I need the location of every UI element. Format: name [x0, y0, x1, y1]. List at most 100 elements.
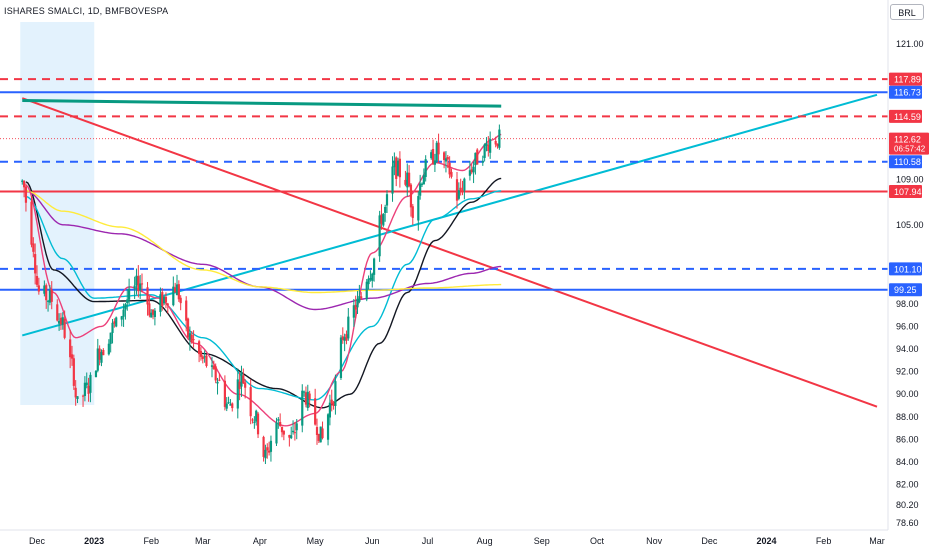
candle-body: [339, 337, 343, 378]
candle-body: [308, 393, 311, 400]
price-tick-label: 84.00: [896, 457, 919, 467]
level-price-text: 116.73: [894, 88, 921, 98]
candle-body: [236, 379, 239, 409]
candle-body: [496, 143, 499, 147]
candle-body: [255, 410, 258, 422]
price-tick-label: 109.00: [896, 175, 924, 185]
price-tick-label: 78.60: [896, 518, 919, 528]
level-price-text: 99.25: [894, 285, 917, 295]
candle-body: [210, 365, 214, 367]
candle-body: [23, 180, 26, 188]
candle-body: [83, 382, 86, 397]
candle-body: [290, 435, 293, 439]
level-price-tag: [889, 185, 922, 199]
candle-body: [279, 421, 282, 427]
price-tick-label: 94.00: [896, 344, 919, 354]
level-price-tag: [889, 283, 922, 297]
trend-line-descending[interactable]: [21, 97, 878, 408]
trend-line-ascending[interactable]: [21, 93, 878, 337]
candle-body: [365, 281, 368, 300]
candle-body: [430, 152, 433, 159]
candle-body: [269, 440, 273, 452]
currency-button[interactable]: BRL: [890, 4, 924, 20]
candle-body: [179, 297, 182, 304]
candle-body: [424, 159, 427, 177]
candle-body: [201, 356, 204, 359]
trend-line-flat[interactable]: [22, 98, 502, 108]
candle-body: [360, 296, 363, 299]
candle-body: [367, 278, 370, 285]
candle-body: [328, 402, 331, 418]
candle-body: [373, 258, 376, 275]
level-price-label: 99.25: [889, 283, 922, 297]
candle-body: [192, 339, 195, 341]
candle-body: [277, 419, 280, 421]
current-price-countdown: 06:57:42: [894, 145, 926, 154]
price-tick-label: 92.00: [896, 367, 919, 377]
candle-body: [391, 166, 394, 194]
time-axis[interactable]: Dec 2023 Feb Mar Apr May Jun Jul Aug Sep Oct Nov Dec…: [0, 529, 932, 550]
candle-body: [472, 166, 475, 173]
candle-body: [159, 294, 162, 312]
candle-body: [483, 144, 486, 158]
candle-body: [174, 287, 177, 293]
candle-body: [87, 385, 90, 394]
candle-body: [420, 183, 424, 185]
candle-body: [242, 375, 245, 384]
level-price-text: 107.94: [894, 187, 922, 197]
candle-body: [341, 336, 344, 340]
candle-body: [238, 381, 241, 389]
candle-body: [94, 370, 98, 378]
candle-body: [461, 190, 464, 192]
candle-body: [433, 160, 436, 165]
candle-body: [166, 303, 169, 305]
candle-body: [85, 382, 88, 386]
horizontal-levels-layer[interactable]: [0, 78, 888, 291]
price-tick-label: 86.00: [896, 434, 919, 444]
candle-body: [369, 277, 372, 280]
candle-body: [304, 392, 308, 405]
candle-body: [126, 299, 129, 304]
candle-body: [417, 196, 420, 221]
time-tick-label: May: [307, 536, 325, 546]
candle-body: [275, 422, 278, 444]
candle-body: [422, 175, 425, 185]
moving-average-1: [25, 177, 502, 409]
candle-body: [398, 158, 401, 178]
candle-body: [476, 149, 479, 165]
candle-body: [21, 180, 24, 182]
candle-body: [334, 381, 337, 406]
candle-body: [406, 172, 409, 188]
candle-body: [463, 178, 466, 191]
level-price-label: 107.94: [889, 185, 922, 199]
candle-body: [314, 398, 317, 425]
candle-body: [102, 349, 105, 356]
candle-body: [253, 421, 256, 423]
candle-body: [378, 215, 381, 257]
candle-body: [385, 194, 389, 206]
candle-body: [81, 395, 85, 397]
moving-average-4: [25, 190, 502, 294]
level-price-text: 117.89: [894, 75, 921, 85]
time-tick-label: Dec: [701, 536, 718, 546]
candle-body: [419, 183, 422, 196]
time-tick-label: Sep: [534, 536, 550, 546]
level-price-text: 110.58: [894, 157, 921, 167]
current-price-tag: [889, 132, 929, 155]
candle-body: [72, 358, 75, 386]
candle-body: [293, 432, 296, 434]
candle-body: [319, 426, 322, 443]
candle-body: [59, 317, 63, 325]
time-tick-label: Feb: [816, 536, 832, 546]
trend-lines-layer[interactable]: [21, 93, 878, 408]
candle-body: [139, 283, 142, 291]
candle-body: [100, 351, 103, 363]
price-tick-label: 80.20: [896, 500, 919, 510]
candle-body: [244, 382, 247, 388]
level-price-text: 114.59: [894, 112, 921, 122]
candle-body: [264, 449, 267, 459]
candle-body: [229, 404, 232, 406]
